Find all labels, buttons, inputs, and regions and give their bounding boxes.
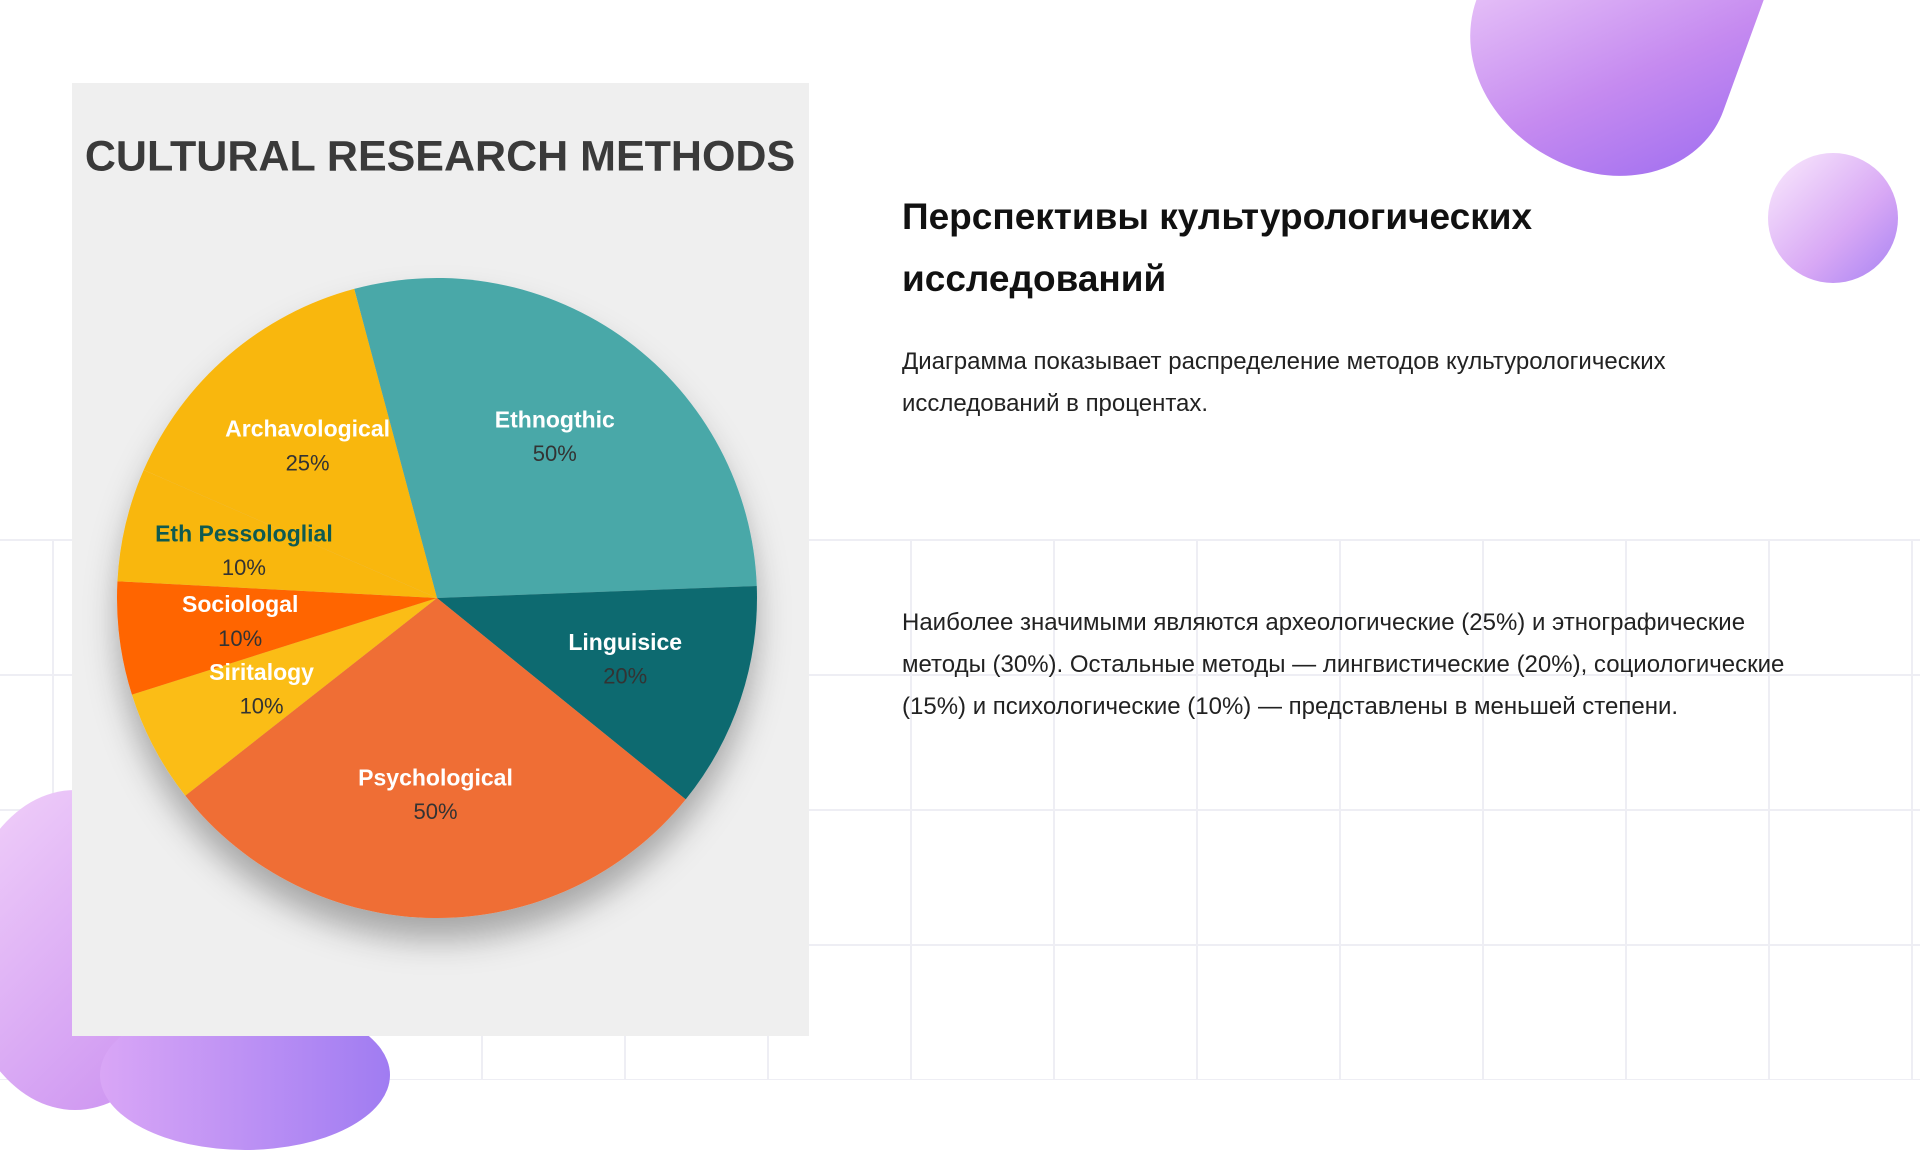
decor-blob bbox=[1433, 0, 1767, 210]
slice-label: Siritalogy bbox=[209, 659, 314, 685]
paragraph: Диаграмма показывает распределение метод… bbox=[902, 348, 1666, 417]
slice-value-label: 10% bbox=[240, 694, 284, 719]
pie-slice bbox=[437, 586, 757, 800]
slice-value-label: 50% bbox=[533, 441, 577, 466]
pie-slice bbox=[117, 470, 438, 598]
pie-slice bbox=[354, 278, 757, 598]
pie bbox=[117, 278, 757, 918]
slice-label: Psychological bbox=[358, 764, 513, 790]
pie-slice bbox=[117, 581, 437, 695]
paragraph: Наиболее значимыми являются археологичес… bbox=[902, 609, 1785, 720]
slice-label: Eth Pessologlial bbox=[155, 520, 333, 546]
slice-label: Ethnogthic bbox=[495, 406, 615, 432]
pie-slice bbox=[143, 288, 437, 598]
chart-card: CULTURAL RESEARCH METHODS Ethnogthic 50% L… bbox=[72, 83, 809, 1036]
chart-title: CULTURAL RESEARCH METHODS bbox=[85, 132, 795, 180]
text-block: Наиболее значимыми являются археологичес… bbox=[902, 602, 1802, 728]
text-block: Диаграмма показывает распределение метод… bbox=[902, 341, 1802, 425]
slice-label: Archavological bbox=[225, 416, 390, 442]
slice-value-label: 20% bbox=[603, 664, 647, 689]
pie-labels: Ethnogthic 50% Linguisice 20% Psychological 5… bbox=[155, 406, 682, 824]
slice-value-label: 50% bbox=[413, 799, 457, 824]
decor-blob bbox=[1768, 153, 1898, 283]
text-block: Перспективы культурологических исследова… bbox=[902, 186, 1622, 310]
heading: Перспективы культурологических исследова… bbox=[902, 196, 1533, 299]
pie-slice bbox=[131, 598, 437, 796]
pie-slice bbox=[185, 598, 686, 918]
slice-label: Sociologal bbox=[182, 591, 298, 617]
slice-value-label: 10% bbox=[218, 626, 262, 651]
slice-value-label: 25% bbox=[286, 450, 330, 475]
chart: CULTURAL RESEARCH METHODS Ethnogthic 50% L… bbox=[85, 132, 795, 918]
slice-value-label: 10% bbox=[222, 555, 266, 580]
slice-label: Linguisice bbox=[568, 629, 682, 655]
